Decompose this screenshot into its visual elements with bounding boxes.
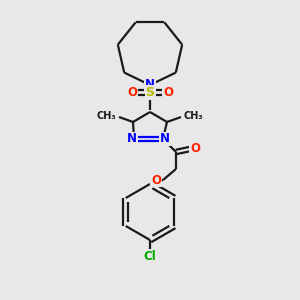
Text: N: N <box>160 133 170 146</box>
Text: CH₃: CH₃ <box>184 111 204 121</box>
Text: O: O <box>163 85 173 98</box>
Text: N: N <box>127 133 137 146</box>
Text: CH₃: CH₃ <box>96 111 116 121</box>
Text: O: O <box>127 85 137 98</box>
Text: O: O <box>151 173 161 187</box>
Text: S: S <box>146 85 154 98</box>
Text: N: N <box>145 79 155 92</box>
Text: Cl: Cl <box>144 250 156 262</box>
Text: O: O <box>190 142 200 155</box>
